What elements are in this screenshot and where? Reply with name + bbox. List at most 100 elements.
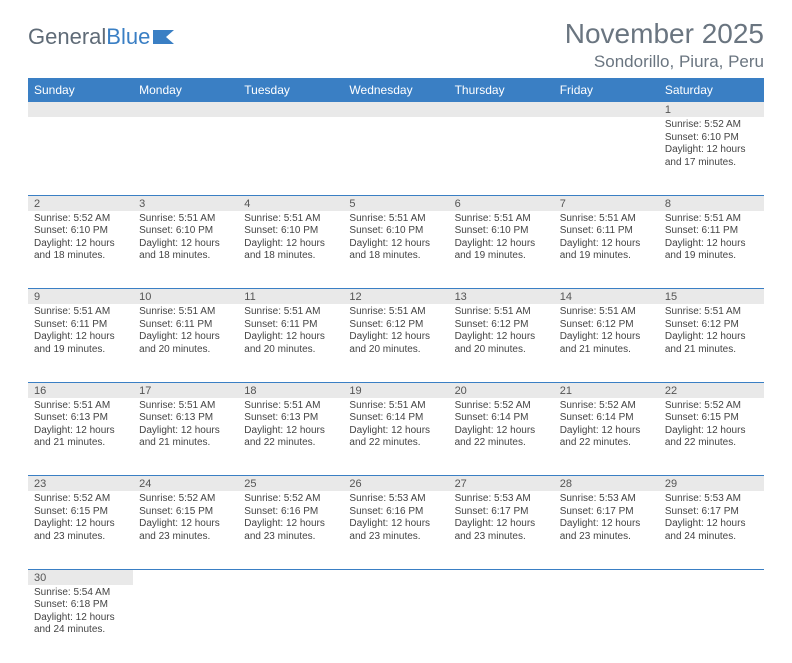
day-details: Sunrise: 5:51 AMSunset: 6:11 PMDaylight:… <box>133 304 238 360</box>
day-details: Sunrise: 5:53 AMSunset: 6:16 PMDaylight:… <box>343 491 448 547</box>
day-details: Sunrise: 5:51 AMSunset: 6:13 PMDaylight:… <box>133 398 238 454</box>
day-cell: Sunrise: 5:52 AMSunset: 6:14 PMDaylight:… <box>554 398 659 476</box>
day-details: Sunrise: 5:52 AMSunset: 6:15 PMDaylight:… <box>133 491 238 547</box>
day-number: 15 <box>659 289 764 305</box>
day-cell: Sunrise: 5:53 AMSunset: 6:17 PMDaylight:… <box>449 491 554 569</box>
day-cell <box>28 117 133 195</box>
day-number <box>659 569 764 585</box>
day-header: Wednesday <box>343 78 448 102</box>
day-number: 29 <box>659 476 764 492</box>
day-details: Sunrise: 5:52 AMSunset: 6:14 PMDaylight:… <box>449 398 554 454</box>
day-details: Sunrise: 5:51 AMSunset: 6:11 PMDaylight:… <box>659 211 764 267</box>
day-number: 14 <box>554 289 659 305</box>
day-number: 12 <box>343 289 448 305</box>
day-number <box>449 102 554 117</box>
day-number: 5 <box>343 195 448 211</box>
day-details: Sunrise: 5:52 AMSunset: 6:10 PMDaylight:… <box>28 211 133 267</box>
day-cell: Sunrise: 5:51 AMSunset: 6:13 PMDaylight:… <box>238 398 343 476</box>
day-number <box>343 102 448 117</box>
day-details: Sunrise: 5:51 AMSunset: 6:13 PMDaylight:… <box>28 398 133 454</box>
week-row: Sunrise: 5:52 AMSunset: 6:10 PMDaylight:… <box>28 211 764 289</box>
day-header: Sunday <box>28 78 133 102</box>
day-cell: Sunrise: 5:51 AMSunset: 6:11 PMDaylight:… <box>659 211 764 289</box>
day-details: Sunrise: 5:51 AMSunset: 6:12 PMDaylight:… <box>554 304 659 360</box>
week-row: Sunrise: 5:52 AMSunset: 6:15 PMDaylight:… <box>28 491 764 569</box>
logo: GeneralBlue <box>28 24 178 50</box>
day-number: 30 <box>28 569 133 585</box>
day-header: Saturday <box>659 78 764 102</box>
day-number: 23 <box>28 476 133 492</box>
day-cell <box>659 585 764 663</box>
day-cell: Sunrise: 5:51 AMSunset: 6:11 PMDaylight:… <box>133 304 238 382</box>
day-details: Sunrise: 5:51 AMSunset: 6:10 PMDaylight:… <box>238 211 343 267</box>
day-cell <box>554 117 659 195</box>
day-number: 25 <box>238 476 343 492</box>
logo-flag-icon <box>152 28 178 46</box>
day-details: Sunrise: 5:51 AMSunset: 6:10 PMDaylight:… <box>133 211 238 267</box>
daynum-row: 2345678 <box>28 195 764 211</box>
day-number <box>133 102 238 117</box>
day-cell: Sunrise: 5:53 AMSunset: 6:17 PMDaylight:… <box>659 491 764 569</box>
day-number: 28 <box>554 476 659 492</box>
day-cell <box>343 585 448 663</box>
calendar-table: Sunday Monday Tuesday Wednesday Thursday… <box>28 78 764 663</box>
day-number: 11 <box>238 289 343 305</box>
day-number <box>449 569 554 585</box>
day-number: 16 <box>28 382 133 398</box>
day-details: Sunrise: 5:51 AMSunset: 6:10 PMDaylight:… <box>449 211 554 267</box>
day-details: Sunrise: 5:52 AMSunset: 6:15 PMDaylight:… <box>659 398 764 454</box>
day-header-row: Sunday Monday Tuesday Wednesday Thursday… <box>28 78 764 102</box>
day-details: Sunrise: 5:53 AMSunset: 6:17 PMDaylight:… <box>554 491 659 547</box>
day-number: 9 <box>28 289 133 305</box>
day-details: Sunrise: 5:51 AMSunset: 6:13 PMDaylight:… <box>238 398 343 454</box>
day-details: Sunrise: 5:51 AMSunset: 6:12 PMDaylight:… <box>449 304 554 360</box>
day-number: 19 <box>343 382 448 398</box>
day-cell: Sunrise: 5:51 AMSunset: 6:12 PMDaylight:… <box>343 304 448 382</box>
day-number <box>238 102 343 117</box>
day-cell: Sunrise: 5:52 AMSunset: 6:15 PMDaylight:… <box>28 491 133 569</box>
day-cell <box>449 117 554 195</box>
day-header: Thursday <box>449 78 554 102</box>
daynum-row: 1 <box>28 102 764 117</box>
day-cell <box>238 585 343 663</box>
day-cell: Sunrise: 5:51 AMSunset: 6:10 PMDaylight:… <box>238 211 343 289</box>
day-cell: Sunrise: 5:51 AMSunset: 6:14 PMDaylight:… <box>343 398 448 476</box>
day-number <box>28 102 133 117</box>
day-cell: Sunrise: 5:51 AMSunset: 6:12 PMDaylight:… <box>554 304 659 382</box>
day-cell: Sunrise: 5:53 AMSunset: 6:17 PMDaylight:… <box>554 491 659 569</box>
day-number: 3 <box>133 195 238 211</box>
day-cell <box>554 585 659 663</box>
day-cell: Sunrise: 5:52 AMSunset: 6:15 PMDaylight:… <box>133 491 238 569</box>
day-cell: Sunrise: 5:51 AMSunset: 6:11 PMDaylight:… <box>28 304 133 382</box>
header: GeneralBlue November 2025 Sondorillo, Pi… <box>28 18 764 72</box>
day-cell: Sunrise: 5:51 AMSunset: 6:10 PMDaylight:… <box>133 211 238 289</box>
day-cell: Sunrise: 5:52 AMSunset: 6:10 PMDaylight:… <box>28 211 133 289</box>
day-cell: Sunrise: 5:52 AMSunset: 6:14 PMDaylight:… <box>449 398 554 476</box>
day-number: 27 <box>449 476 554 492</box>
day-details: Sunrise: 5:51 AMSunset: 6:11 PMDaylight:… <box>28 304 133 360</box>
day-number: 24 <box>133 476 238 492</box>
day-number <box>133 569 238 585</box>
month-title: November 2025 <box>565 18 764 50</box>
day-details: Sunrise: 5:53 AMSunset: 6:17 PMDaylight:… <box>449 491 554 547</box>
day-details: Sunrise: 5:52 AMSunset: 6:15 PMDaylight:… <box>28 491 133 547</box>
day-number: 22 <box>659 382 764 398</box>
day-cell <box>238 117 343 195</box>
day-number: 10 <box>133 289 238 305</box>
day-cell <box>133 585 238 663</box>
day-details: Sunrise: 5:52 AMSunset: 6:14 PMDaylight:… <box>554 398 659 454</box>
day-number: 2 <box>28 195 133 211</box>
day-header: Monday <box>133 78 238 102</box>
day-cell: Sunrise: 5:54 AMSunset: 6:18 PMDaylight:… <box>28 585 133 663</box>
day-details: Sunrise: 5:54 AMSunset: 6:18 PMDaylight:… <box>28 585 133 641</box>
day-details: Sunrise: 5:51 AMSunset: 6:12 PMDaylight:… <box>343 304 448 360</box>
day-cell: Sunrise: 5:52 AMSunset: 6:10 PMDaylight:… <box>659 117 764 195</box>
logo-text-1: General <box>28 24 106 50</box>
day-cell <box>133 117 238 195</box>
day-number: 13 <box>449 289 554 305</box>
day-details: Sunrise: 5:51 AMSunset: 6:10 PMDaylight:… <box>343 211 448 267</box>
day-details: Sunrise: 5:51 AMSunset: 6:12 PMDaylight:… <box>659 304 764 360</box>
day-cell <box>449 585 554 663</box>
day-number: 8 <box>659 195 764 211</box>
week-row: Sunrise: 5:51 AMSunset: 6:11 PMDaylight:… <box>28 304 764 382</box>
